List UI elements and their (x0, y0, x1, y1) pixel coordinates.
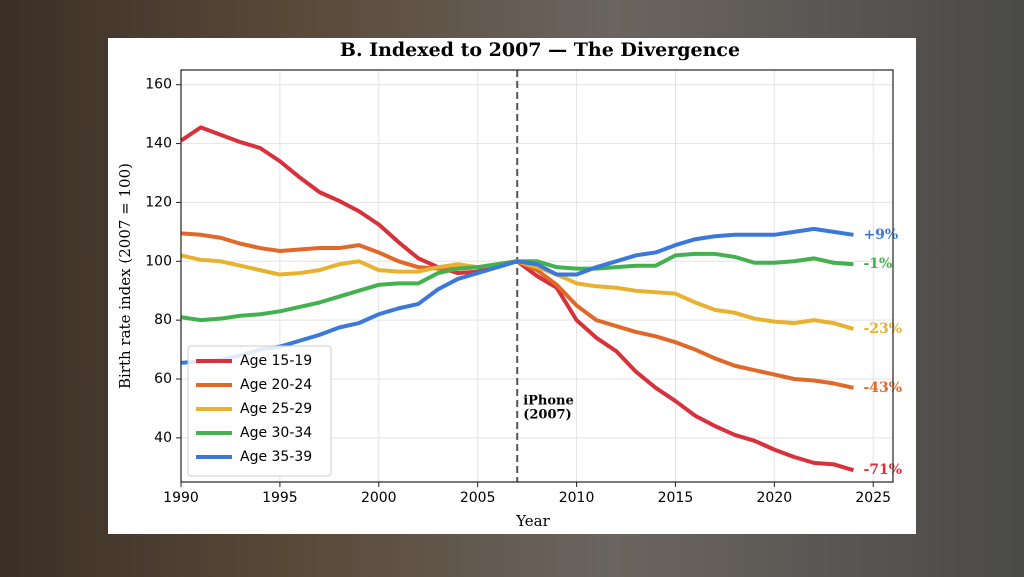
legend-box (187, 345, 332, 477)
annotation-label: iPhone (523, 394, 574, 409)
x-tick-label: 1995 (262, 490, 298, 506)
y-tick-label: 60 (154, 371, 172, 387)
y-tick-label: 120 (145, 194, 172, 210)
y-tick-label: 40 (154, 430, 172, 446)
end-label: +9% (863, 227, 898, 243)
legend-label: Age 15-19 (240, 353, 312, 369)
x-tick-label: 2020 (757, 490, 793, 506)
y-tick-label: 100 (145, 253, 172, 269)
y-tick-label: 140 (145, 136, 172, 152)
end-label: -1% (863, 256, 892, 272)
plot-frame (180, 69, 894, 483)
x-tick-label: 2025 (855, 490, 891, 506)
y-tick-label: 160 (145, 77, 172, 93)
legend-label: Age 25-29 (240, 401, 312, 417)
end-label: -43% (863, 380, 902, 396)
x-tick-label: 2005 (460, 490, 496, 506)
x-tick-label: 2000 (361, 490, 397, 506)
end-label: -23% (863, 321, 902, 337)
y-axis-label: Birth rate index (2007 = 100) (116, 163, 134, 389)
legend-label: Age 35-39 (240, 449, 312, 465)
annotation-label: (2007) (523, 408, 571, 423)
y-tick-label: 80 (154, 312, 172, 328)
x-tick-label: 2015 (658, 490, 694, 506)
legend-label: Age 20-24 (240, 377, 312, 393)
legend-label: Age 30-34 (240, 425, 312, 441)
chart-title: B. Indexed to 2007 — The Divergence (340, 39, 740, 61)
x-axis-label: Year (515, 512, 550, 530)
x-tick-label: 1990 (163, 490, 199, 506)
series-line (180, 226, 854, 365)
x-tick-label: 2010 (559, 490, 595, 506)
end-label: -71% (863, 462, 902, 478)
